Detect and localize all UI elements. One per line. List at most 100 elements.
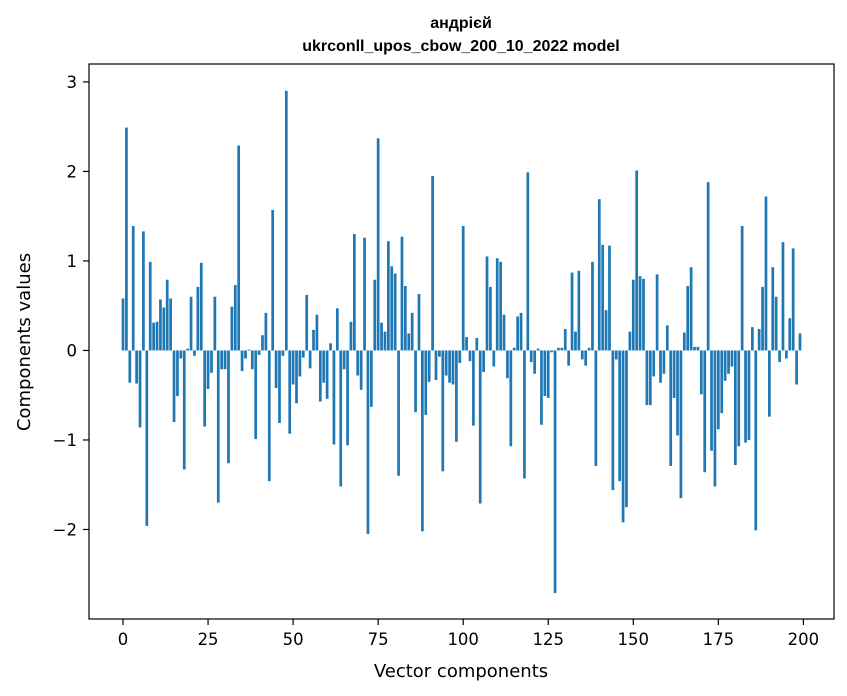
bar — [363, 237, 366, 351]
bar — [383, 331, 387, 351]
bar — [216, 350, 220, 503]
y-axis-label: Components values — [14, 253, 35, 431]
bar — [795, 350, 798, 385]
bar — [550, 350, 554, 353]
bar — [686, 286, 690, 351]
bar — [648, 350, 652, 406]
bar — [223, 350, 227, 370]
bar — [308, 350, 312, 369]
bar — [349, 321, 353, 351]
bar — [220, 350, 224, 370]
bar — [352, 234, 356, 351]
x-tick-label: 50 — [283, 630, 304, 649]
bar — [751, 327, 754, 351]
bar — [186, 348, 190, 351]
bar — [199, 262, 203, 351]
plot-frame — [88, 63, 835, 620]
bar — [764, 196, 768, 351]
bar — [176, 350, 179, 397]
bar — [492, 350, 496, 367]
bar — [142, 231, 145, 351]
bar — [665, 325, 669, 351]
y-tick-label: −1 — [53, 431, 77, 450]
bar — [546, 350, 550, 398]
bar — [278, 350, 281, 423]
bar — [312, 329, 315, 351]
bar — [356, 350, 360, 376]
bar — [410, 312, 414, 351]
bar — [284, 90, 288, 351]
bar — [322, 350, 326, 383]
y-tick-label: 1 — [67, 252, 78, 271]
bar — [271, 209, 275, 351]
bar — [152, 322, 155, 351]
bar — [744, 350, 747, 443]
bar — [427, 350, 431, 382]
bar — [560, 347, 564, 351]
bar — [659, 350, 662, 383]
bar — [414, 350, 417, 413]
bar — [148, 261, 152, 351]
bar — [172, 350, 176, 423]
bar — [472, 350, 475, 426]
bar — [169, 298, 172, 351]
bar — [369, 350, 373, 407]
bar — [390, 266, 394, 351]
bar — [393, 273, 397, 351]
bar — [730, 350, 734, 367]
bar — [448, 350, 451, 383]
bar — [733, 350, 737, 466]
bar — [380, 322, 383, 351]
bar — [754, 350, 758, 531]
bar — [366, 350, 370, 534]
bar — [597, 199, 601, 351]
bar — [227, 350, 230, 464]
bar — [638, 276, 642, 351]
bar — [631, 279, 635, 351]
bar — [499, 261, 502, 351]
bar — [720, 350, 724, 414]
bar — [611, 350, 615, 491]
bar — [645, 350, 649, 406]
bar — [574, 331, 577, 351]
bar — [359, 350, 363, 390]
bar — [489, 286, 492, 351]
bar — [342, 350, 346, 370]
bar — [540, 350, 543, 425]
bar — [778, 350, 781, 363]
bar — [315, 314, 319, 351]
x-tick-label: 150 — [618, 630, 650, 649]
bar — [716, 350, 720, 430]
bar — [421, 350, 424, 532]
bar — [131, 226, 135, 351]
bar — [703, 350, 707, 473]
bar — [604, 310, 608, 351]
bar — [237, 145, 241, 351]
bar — [193, 350, 196, 356]
bar — [281, 350, 285, 356]
bar — [642, 278, 645, 351]
x-axis-ticks: 0 25 50 75 100 125 150 175 200 — [118, 619, 819, 649]
bar — [594, 350, 598, 466]
y-tick-label: 2 — [67, 162, 78, 181]
bar — [587, 347, 591, 351]
bar — [509, 350, 513, 447]
bar — [482, 350, 485, 372]
y-tick-label: 0 — [67, 341, 78, 360]
bar — [529, 350, 533, 363]
bar — [213, 296, 217, 351]
bar — [203, 350, 207, 427]
bar — [781, 242, 785, 351]
bar — [672, 350, 676, 398]
bar — [533, 350, 536, 374]
bar — [710, 350, 713, 451]
bar — [444, 350, 448, 376]
bar — [404, 286, 407, 351]
x-tick-label: 125 — [532, 630, 564, 649]
bar — [713, 350, 717, 487]
bar — [468, 350, 472, 362]
bar — [771, 267, 775, 351]
bar — [618, 350, 622, 482]
bar — [625, 350, 628, 508]
